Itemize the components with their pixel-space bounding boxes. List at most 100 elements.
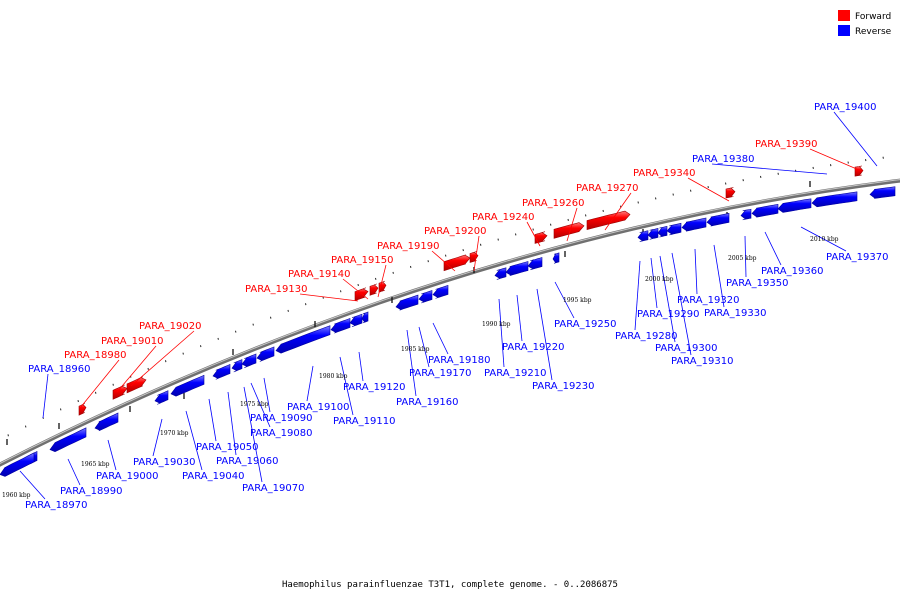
leader-line <box>744 235 747 278</box>
kbp-tick-label: 1970 kbp <box>160 430 189 437</box>
gene-label: PARA_19100 <box>287 402 349 413</box>
leader-line <box>299 293 359 302</box>
gene-label: PARA_19330 <box>704 308 766 319</box>
genome-backbone-highlight <box>0 179 900 465</box>
gene-label: PARA_19060 <box>216 456 278 467</box>
leader-line <box>185 410 203 471</box>
leader-line <box>79 359 120 409</box>
gene-label: PARA_19040 <box>182 471 244 482</box>
gene-label: PARA_19290 <box>637 309 699 320</box>
leader-line <box>634 260 641 331</box>
leader-line <box>566 207 578 242</box>
leader-line <box>406 329 417 397</box>
gene-para-19300 <box>657 226 668 238</box>
kbp-tick-label: 1960 kbp <box>2 492 31 499</box>
gene-para-19090 <box>275 325 331 354</box>
gene-para-19010 <box>112 384 128 400</box>
kbp-tick-label: 1975 kbp <box>240 401 269 408</box>
gene-para-19250 <box>552 252 560 264</box>
gene-para-19310 <box>666 222 682 236</box>
leader-line <box>208 398 217 442</box>
gene-label: PARA_19160 <box>396 397 458 408</box>
gene-para-19040 <box>170 374 205 397</box>
leader-line <box>42 373 49 419</box>
gene-label: PARA_19020 <box>139 321 201 332</box>
gene-label: PARA_19090 <box>250 413 312 424</box>
leader-line <box>342 278 369 300</box>
leader-line <box>431 250 456 272</box>
gene-para-19340 <box>725 187 736 199</box>
leader-line <box>800 226 847 252</box>
gene-label: PARA_18980 <box>64 350 126 361</box>
gene-label: PARA_19140 <box>288 269 350 280</box>
gene-para-19160 <box>395 294 419 311</box>
gene-label: PARA_19250 <box>554 319 616 330</box>
gene-label: PARA_19370 <box>826 252 888 263</box>
gene-para-19290 <box>647 228 659 240</box>
gene-label: PARA_19130 <box>245 284 307 295</box>
leader-line <box>650 257 658 309</box>
leader-line <box>498 298 505 368</box>
gene-para-19030 <box>154 390 169 405</box>
gene-label: PARA_19400 <box>814 102 876 113</box>
kbp-tick-label: 1995 kbp <box>563 297 592 304</box>
kbp-tick-label: 1980 kbp <box>319 373 348 380</box>
gene-label: PARA_19380 <box>692 154 754 165</box>
gene-label: PARA_19280 <box>615 331 677 342</box>
gene-label: PARA_19210 <box>484 368 546 379</box>
gene-para-19370 <box>777 198 812 213</box>
gene-para-19320 <box>681 217 707 232</box>
leader-line <box>713 244 725 308</box>
gene-para-19220 <box>505 261 529 276</box>
kbp-tick-label: 1965 kbp <box>81 461 110 468</box>
leader-line <box>263 377 271 413</box>
gene-para-19360 <box>751 203 779 218</box>
gene-para-18990 <box>49 427 87 453</box>
gene-para-19140 <box>369 283 379 296</box>
gene-label: PARA_19180 <box>428 355 490 366</box>
leader-line <box>152 418 163 457</box>
leader-line <box>516 294 523 342</box>
leader-line <box>687 177 730 202</box>
leader-line <box>694 248 698 295</box>
leader-line <box>526 221 541 247</box>
kbp-tick-label: 2000 kbp <box>645 276 674 283</box>
leader-line <box>243 386 263 483</box>
gene-label: PARA_19340 <box>633 168 695 179</box>
gene-label: PARA_19150 <box>331 255 393 266</box>
gene-para-19240 <box>534 231 548 244</box>
gene-para-19070 <box>241 353 257 368</box>
leader-line <box>554 281 575 319</box>
gene-label: PARA_19230 <box>532 381 594 392</box>
kbp-tick-label: 1990 kbp <box>482 321 511 328</box>
kbp-tick-label: 2010 kbp <box>810 236 839 243</box>
leader-line <box>339 356 354 416</box>
gene-label: PARA_19170 <box>409 368 471 379</box>
legend-forward-label: Forward <box>855 12 891 22</box>
gene-para-19020 <box>126 376 147 394</box>
gene-label: PARA_19070 <box>242 483 304 494</box>
leader-line <box>250 382 271 428</box>
gene-label: PARA_19270 <box>576 183 638 194</box>
axis-dots <box>6 156 887 445</box>
gene-label: PARA_19260 <box>522 198 584 209</box>
gene-label: PARA_19240 <box>472 212 534 223</box>
gene-para-19350 <box>740 208 752 221</box>
gene-para-19180 <box>432 284 449 299</box>
leader-line <box>809 148 860 171</box>
gene-para-19170 <box>418 290 433 304</box>
gene-label: PARA_18970 <box>25 500 87 511</box>
gene-label: PARA_19190 <box>377 241 439 252</box>
gene-label: PARA_19320 <box>677 295 739 306</box>
leader-line <box>418 326 430 368</box>
gene-para-19260 <box>553 222 585 239</box>
gene-para-19210 <box>494 267 507 280</box>
gene-para-19110 <box>349 313 363 327</box>
leader-line <box>432 322 449 355</box>
leader-line <box>711 163 828 175</box>
genome-backbone <box>0 178 900 467</box>
gene-label: PARA_19000 <box>96 471 158 482</box>
label-leader-lines <box>19 111 878 500</box>
gene-para-19120 <box>361 311 369 324</box>
